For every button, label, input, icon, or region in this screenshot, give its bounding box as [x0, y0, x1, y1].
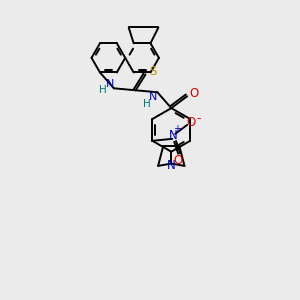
Text: S: S	[149, 65, 156, 78]
Text: N: N	[169, 129, 178, 142]
Text: N: N	[149, 92, 158, 102]
Text: H: H	[143, 99, 150, 109]
Text: -: -	[197, 112, 201, 125]
Text: N: N	[106, 79, 114, 89]
Text: N: N	[167, 159, 176, 172]
Text: +: +	[173, 124, 181, 134]
Text: O: O	[186, 116, 196, 130]
Text: O: O	[174, 154, 183, 167]
Text: H: H	[99, 85, 107, 95]
Text: O: O	[190, 87, 199, 100]
